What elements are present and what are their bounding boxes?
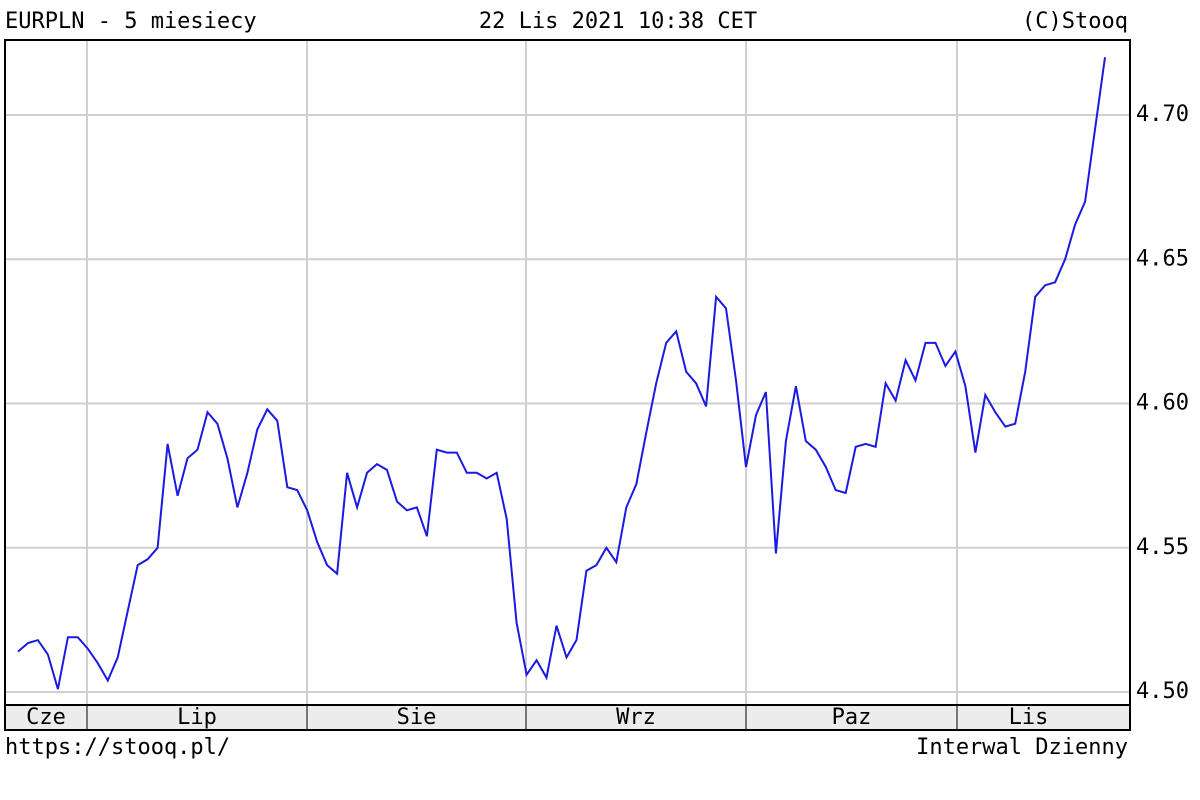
chart-credit: (C)Stooq: [1022, 9, 1128, 34]
month-label: Wrz: [616, 705, 656, 730]
price-line: [17, 57, 1106, 690]
plot-frame: [4, 39, 1131, 706]
month-label: Sie: [397, 705, 437, 730]
chart-date: 22 Lis 2021 10:38 CET: [479, 9, 757, 34]
month-label: Paz: [832, 705, 872, 730]
interval-label: Interwal Dzienny: [916, 735, 1128, 760]
month-label: Lis: [1009, 705, 1049, 730]
month-label: Cze: [26, 705, 66, 730]
source-url: https://stooq.pl/: [5, 735, 230, 760]
y-tick-label: 4.50: [1136, 679, 1189, 704]
month-label: Lip: [177, 705, 217, 730]
chart-title: EURPLN - 5 miesiecy: [5, 9, 257, 34]
y-tick-label: 4.65: [1136, 246, 1189, 271]
y-tick-label: 4.55: [1136, 535, 1189, 560]
y-tick-label: 4.60: [1136, 391, 1189, 416]
y-tick-label: 4.70: [1136, 102, 1189, 127]
month-band: [4, 704, 1131, 731]
